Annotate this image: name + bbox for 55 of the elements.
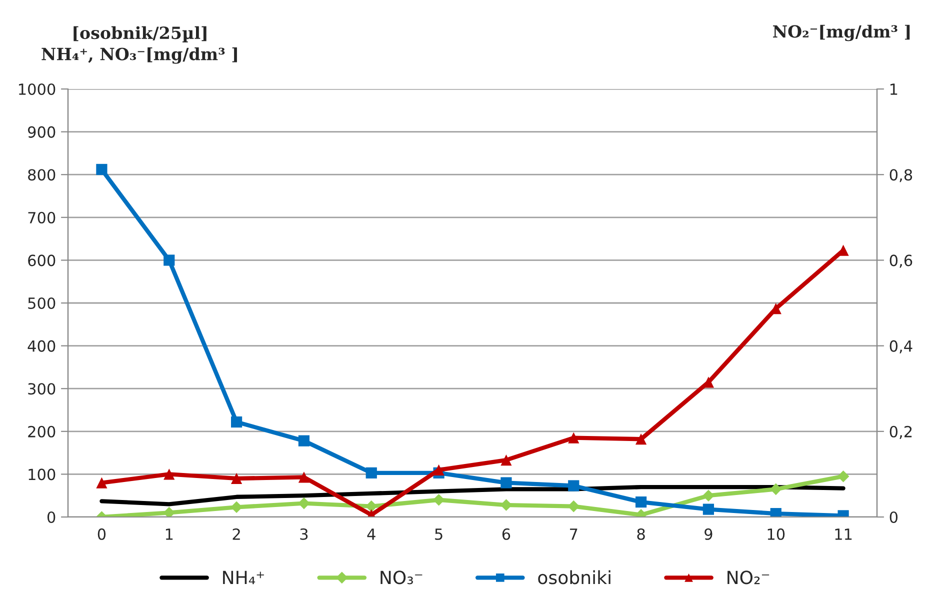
point [230, 416, 242, 428]
x-tick-label: 4 [367, 528, 376, 540]
y2-tick-label: 0,2 [890, 426, 912, 439]
x-tick-label: 9 [704, 528, 712, 540]
legend-label: osobniki [538, 570, 610, 584]
x-tick-label: 1 [166, 528, 173, 540]
y2-tick-label: 0,6 [890, 254, 912, 268]
point [432, 494, 445, 506]
point [164, 468, 175, 480]
x-tick-label: 8 [637, 528, 645, 540]
y-axis-title: [osobnik/25µl] NH₄⁺, NO₃⁻[mg/dm³ ] [42, 26, 237, 64]
y2-tick-label: 1 [890, 84, 898, 95]
y-tick-label: 300 [28, 383, 56, 395]
x-tick-label: 7 [570, 528, 578, 540]
point [568, 432, 580, 444]
point [837, 470, 850, 482]
point [500, 477, 512, 488]
point [635, 496, 647, 508]
y-tick-label: 900 [28, 126, 56, 138]
y2-tick-label: 0,4 [890, 340, 912, 354]
y-tick-label: 700 [28, 212, 56, 224]
point [96, 164, 108, 176]
y2-tick-label: 0,8 [890, 169, 912, 182]
y2-axis-title: NO₂⁻[mg/dm³ ] [773, 24, 910, 42]
point [366, 467, 377, 478]
y-tick-label: 200 [28, 426, 56, 438]
x-tick-label: 5 [435, 528, 442, 540]
point [230, 472, 242, 484]
x-tick-label: 6 [502, 528, 510, 540]
point [500, 454, 512, 466]
legend-label: NH₄⁺ [223, 570, 264, 584]
point [635, 434, 647, 445]
x-tick-label: 11 [835, 528, 852, 540]
y-tick-label: 100 [28, 468, 56, 480]
point [702, 490, 714, 502]
point [298, 435, 310, 446]
x-tick-label: 2 [232, 528, 240, 540]
y-tick-label: 600 [28, 254, 56, 266]
x-tick-label: 10 [768, 528, 785, 540]
point [298, 472, 310, 483]
y-tick-label: 1000 [18, 83, 56, 96]
point [164, 254, 175, 266]
x-tick-label: 3 [300, 528, 308, 540]
y-tick-label: 0 [47, 511, 56, 524]
y-tick-label: 400 [28, 340, 56, 352]
x-tick-label: 0 [98, 528, 106, 540]
y-tick-label: 500 [28, 297, 56, 310]
y2-tick-label: 0 [890, 511, 898, 524]
point [568, 480, 580, 492]
legend-label: NO₂⁻ [728, 570, 770, 584]
point [433, 464, 444, 476]
point [702, 504, 714, 515]
legend-label: NO₃⁻ [380, 570, 422, 584]
y-tick-label: 800 [28, 169, 56, 181]
point [96, 477, 108, 488]
